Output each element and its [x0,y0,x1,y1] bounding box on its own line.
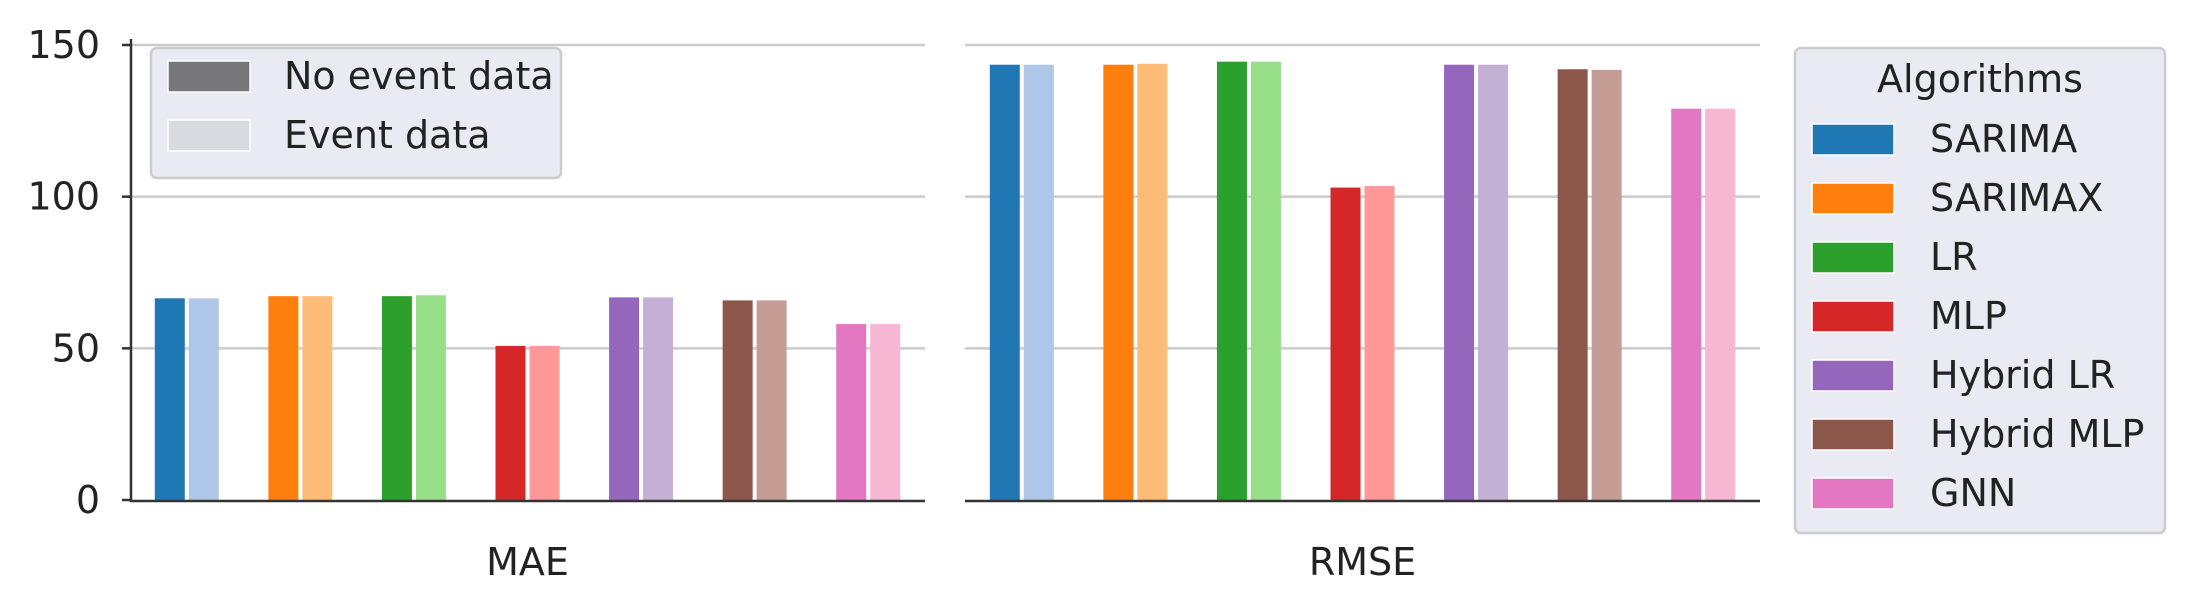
legend-label: Event data [284,113,491,157]
bar-sarimax-event [302,296,333,500]
bar-sarima-no-event [989,64,1020,500]
bar-hybrid-lr-event [643,297,674,500]
bar-hybrid-mlp-no-event [1557,69,1588,501]
legend-swatch [1811,182,1895,215]
legend-label: Hybrid MLP [1930,412,2144,456]
bar-sarima-event [188,298,219,500]
panel-0: MAE [130,43,925,584]
y-axis: 0 50 100 150 [27,23,133,522]
bar-gnn-event [1705,108,1736,500]
bar-hybrid-lr-event [1478,64,1509,500]
bar-lr-event [415,295,446,500]
legend-label: No event data [284,54,554,98]
legend-label: LR [1930,235,1978,279]
y-tick-label: 100 [27,175,100,219]
bar-mlp-no-event [1330,187,1361,501]
y-tick-label: 50 [52,326,100,370]
bar-mlp-event [1364,186,1395,501]
legend-label: SARIMAX [1930,176,2103,220]
legend-algorithms: Algorithms SARIMA SARIMAX LR MLP Hybrid LR Hyb… [1793,46,2167,535]
bar-gnn-event [870,324,901,500]
legend-swatch [1811,477,1895,510]
bar-gnn-no-event [836,324,867,500]
bar-hybrid-mlp-no-event [722,300,753,500]
legend-swatch [1811,241,1895,274]
bar-hybrid-mlp-event [1591,69,1622,500]
bar-lr-no-event [381,296,412,500]
bar-sarima-no-event [154,298,185,500]
bar-sarimax-no-event [1103,64,1134,500]
legend-swatch [1811,418,1895,451]
legend-box [1793,46,2167,535]
bar-sarima-event [1023,64,1054,500]
panel-1: RMSE [965,43,1760,584]
legend-swatch [1811,300,1895,333]
bar-gnn-no-event [1671,108,1702,500]
legend-swatch [167,119,251,152]
bar-lr-event [1250,61,1281,500]
chart-panels: MAE RMSE [130,43,1760,584]
bar-hybrid-lr-no-event [609,297,640,500]
bar-hybrid-lr-no-event [1444,64,1475,500]
legend-title: Algorithms [1877,57,2083,101]
bar-lr-no-event [1216,61,1247,500]
legend-label: MLP [1930,294,2007,338]
y-tick-label: 150 [27,23,100,67]
bar-sarimax-event [1137,63,1168,500]
legend-swatch [1811,123,1895,156]
x-axis-label: MAE [486,540,569,584]
bar-mlp-event [529,345,560,500]
y-tick-label: 0 [76,478,100,522]
legend-label: GNN [1930,471,2016,515]
legend-event-data: No event data Event data [149,46,563,180]
x-axis-label: RMSE [1309,540,1416,584]
legend-swatch [1811,359,1895,392]
bar-mlp-no-event [495,345,526,500]
legend-label: SARIMA [1930,117,2077,161]
bar-hybrid-mlp-event [756,300,787,500]
legend-label: Hybrid LR [1930,353,2115,397]
bar-sarimax-no-event [268,296,299,500]
legend-box [149,46,563,180]
legend-swatch [167,60,251,93]
